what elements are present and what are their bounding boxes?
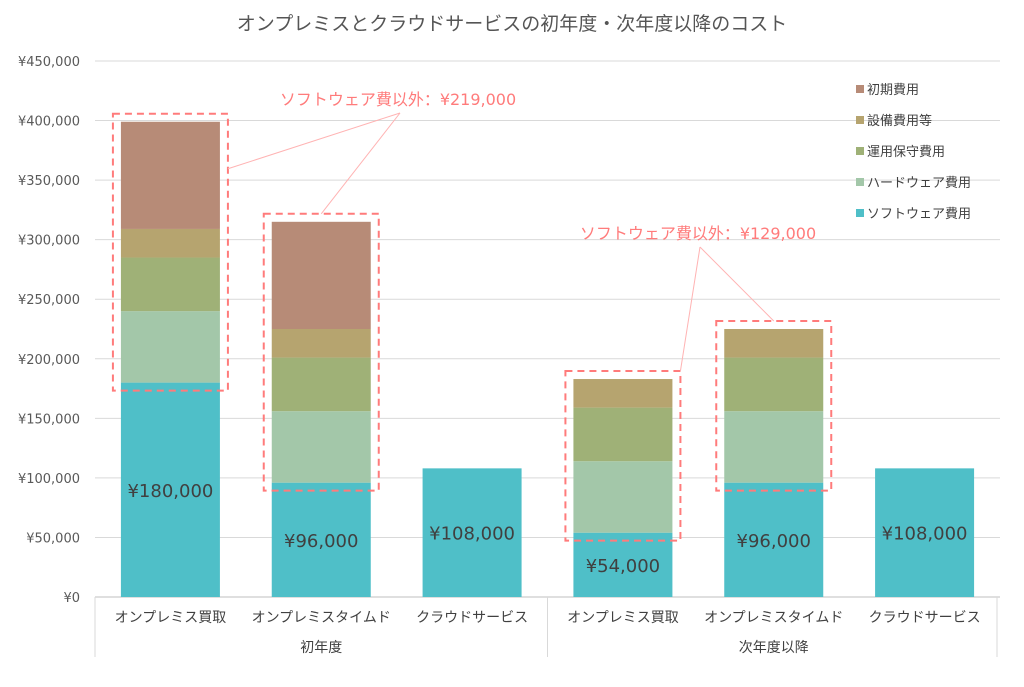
bar-segment <box>271 482 371 597</box>
y-tick-label: ¥100,000 <box>18 472 80 487</box>
annotation-leader <box>699 246 775 322</box>
x-tick-label: クラウドサービス <box>416 610 528 626</box>
bar-segment <box>271 357 371 412</box>
annotation-leader <box>679 246 701 372</box>
bar-segment <box>724 329 824 358</box>
bar-segment <box>120 121 220 229</box>
legend-swatch <box>856 209 864 217</box>
legend-swatch <box>856 85 864 93</box>
data-label: ¥96,000 <box>284 531 358 552</box>
bar-segment <box>875 468 975 597</box>
annotation-box <box>262 212 380 492</box>
y-tick-label: ¥300,000 <box>18 234 80 249</box>
annotation-label: ソフトウェア費以外：¥129,000 <box>580 224 816 243</box>
chart-title: オンプレミスとクラウドサービスの初年度・次年度以降のコスト <box>237 13 787 35</box>
data-label: ¥96,000 <box>737 531 811 552</box>
legend-swatch <box>856 116 864 124</box>
legend-label: ハードウェア費用 <box>867 176 971 191</box>
annotation-leader <box>227 112 401 170</box>
data-label: ¥54,000 <box>586 556 660 577</box>
bar-segment <box>724 411 824 483</box>
bar-segment <box>724 357 824 412</box>
legend-label: 運用保守費用 <box>867 145 945 160</box>
bar-segment <box>422 468 522 597</box>
group-label: 初年度 <box>300 639 342 656</box>
y-tick-label: ¥50,000 <box>26 531 80 546</box>
bar-segment <box>120 257 220 312</box>
legend-swatch <box>856 178 864 186</box>
bar-segment <box>724 482 824 597</box>
y-tick-label: ¥200,000 <box>18 353 80 368</box>
data-label: ¥108,000 <box>429 524 515 545</box>
bar-segment <box>573 379 673 408</box>
x-tick-label: オンプレミスタイムド <box>704 610 843 626</box>
x-tick-label: クラウドサービス <box>869 610 981 626</box>
annotation-box <box>564 370 682 542</box>
annotation-box <box>715 320 833 492</box>
legend-swatch <box>856 147 864 155</box>
y-tick-label: ¥400,000 <box>18 115 80 130</box>
data-label: ¥108,000 <box>882 524 968 545</box>
bar-segment <box>573 532 673 597</box>
x-tick-label: オンプレミス買取 <box>115 610 227 626</box>
legend-label: 設備費用等 <box>867 113 932 129</box>
data-label: ¥180,000 <box>127 481 213 502</box>
y-tick-label: ¥250,000 <box>18 293 80 308</box>
bar-segment <box>271 221 371 329</box>
bar-segment <box>120 382 220 597</box>
legend-label: ソフトウェア費用 <box>867 207 971 222</box>
annotation-leader <box>320 112 401 215</box>
bar-segment <box>271 329 371 358</box>
annotation-box <box>111 112 229 392</box>
annotation-label: ソフトウェア費以外：¥219,000 <box>280 90 516 109</box>
x-tick-label: オンプレミスタイムド <box>252 610 391 626</box>
x-tick-label: オンプレミス買取 <box>567 610 679 626</box>
bar-segment <box>573 407 673 462</box>
y-tick-label: ¥150,000 <box>18 412 80 427</box>
bar-segment <box>120 228 220 258</box>
group-label: 次年度以降 <box>739 640 809 656</box>
bar-segment <box>573 461 673 533</box>
bar-segment <box>120 311 220 383</box>
bar-segment <box>271 411 371 483</box>
legend-label: 初期費用 <box>867 83 919 98</box>
y-tick-label: ¥450,000 <box>18 55 80 70</box>
y-tick-label: ¥0 <box>63 591 80 606</box>
y-tick-label: ¥350,000 <box>18 174 80 189</box>
